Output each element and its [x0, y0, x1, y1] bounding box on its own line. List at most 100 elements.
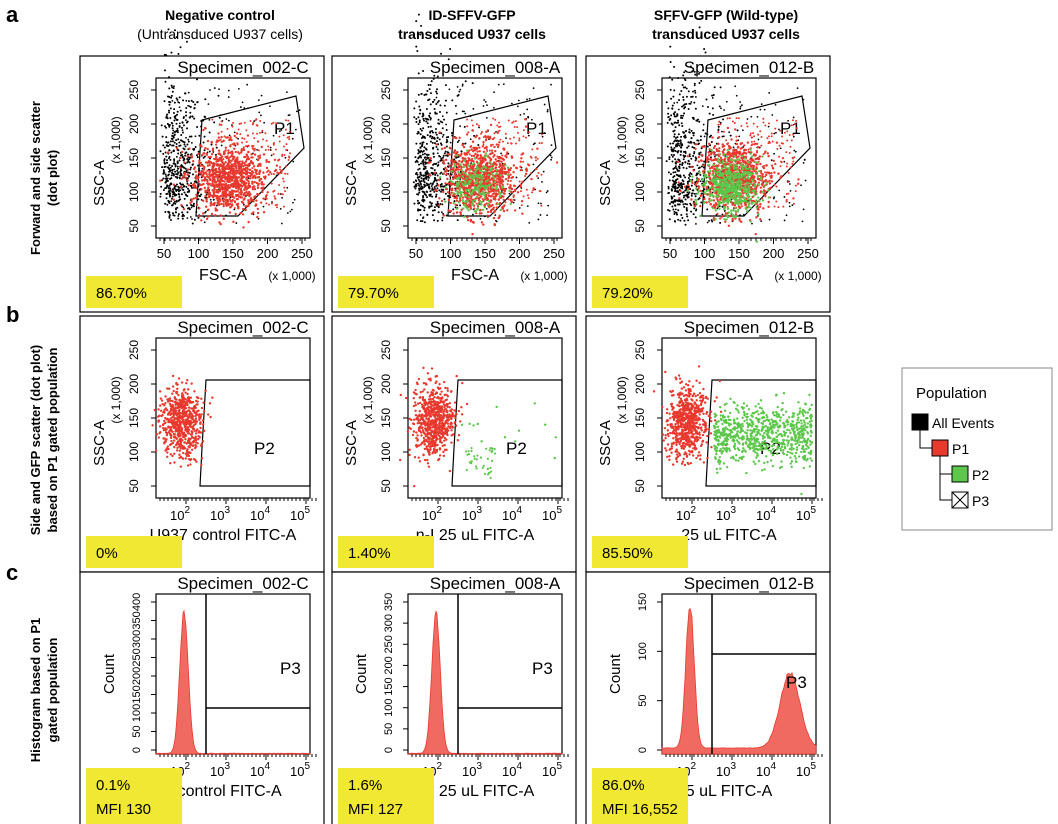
event-point — [251, 180, 254, 184]
event-point — [759, 108, 762, 111]
event-point — [269, 146, 272, 149]
event-point — [170, 197, 173, 200]
event-point — [229, 137, 232, 140]
event-point — [162, 152, 165, 155]
event-point — [218, 174, 222, 177]
event-point — [736, 129, 739, 132]
event-point — [269, 149, 272, 151]
event-point — [419, 182, 422, 185]
event-point — [201, 199, 205, 203]
event-point — [486, 179, 489, 182]
event-point — [686, 146, 689, 149]
event-point — [260, 114, 262, 117]
event-point — [508, 189, 511, 193]
event-point — [173, 158, 176, 161]
event-point — [250, 196, 253, 199]
x-tick-label: 250 — [797, 246, 819, 261]
event-point — [278, 140, 281, 143]
event-point — [421, 190, 424, 193]
event-point — [440, 158, 443, 161]
event-point — [425, 194, 428, 197]
event-point — [521, 180, 524, 183]
event-point — [672, 150, 675, 153]
event-point — [476, 150, 479, 153]
event-point — [251, 188, 255, 191]
event-point — [222, 217, 225, 221]
event-point — [432, 155, 435, 158]
event-point — [186, 182, 189, 185]
event-point — [444, 200, 447, 203]
event-point — [693, 204, 697, 208]
event-point — [708, 172, 711, 175]
event-point — [686, 195, 689, 198]
event-point — [697, 198, 700, 201]
event-point — [167, 200, 170, 203]
x-tick-label: 200 — [257, 246, 279, 261]
x-tick-label: 100 — [440, 246, 462, 261]
event-point — [478, 146, 481, 149]
event-point — [527, 131, 530, 134]
event-point — [692, 189, 695, 192]
event-point — [700, 201, 703, 204]
event-point — [435, 102, 438, 105]
event-point — [555, 161, 559, 164]
event-point — [193, 180, 196, 183]
event-point — [719, 217, 722, 220]
event-point — [475, 178, 479, 182]
event-point — [193, 166, 197, 169]
event-point — [442, 159, 445, 162]
event-point — [465, 133, 469, 136]
event-point — [674, 165, 677, 168]
event-point — [441, 115, 444, 118]
event-point — [491, 183, 495, 186]
event-point — [435, 145, 438, 148]
event-point — [456, 192, 459, 196]
event-point — [172, 144, 175, 147]
event-point — [680, 144, 683, 147]
event-point — [522, 135, 525, 138]
event-point — [430, 185, 433, 188]
event-point — [472, 188, 476, 191]
event-point — [492, 175, 495, 178]
event-point — [677, 108, 680, 111]
event-point — [504, 132, 507, 135]
event-point — [512, 171, 515, 174]
event-point — [788, 205, 791, 208]
event-point — [265, 170, 268, 173]
event-point — [175, 122, 178, 125]
event-point — [256, 140, 260, 143]
event-point — [523, 112, 525, 115]
event-point — [495, 219, 497, 222]
event-point — [535, 167, 538, 170]
event-point — [493, 91, 495, 94]
event-point — [169, 17, 172, 20]
event-point — [695, 143, 698, 146]
event-point — [415, 20, 418, 23]
event-point — [471, 203, 475, 207]
event-point — [480, 203, 483, 206]
event-point — [468, 188, 471, 191]
event-point — [422, 136, 425, 139]
event-point — [692, 118, 695, 121]
event-point — [536, 157, 539, 160]
event-point — [464, 112, 467, 115]
event-point — [497, 125, 500, 128]
event-point — [435, 112, 438, 115]
event-point — [218, 221, 221, 224]
event-point — [429, 92, 432, 95]
event-point — [458, 90, 461, 93]
event-point — [215, 163, 218, 166]
event-point — [512, 198, 515, 201]
event-point — [419, 133, 422, 136]
event-point — [480, 170, 484, 173]
event-point — [497, 198, 500, 201]
event-point — [452, 136, 455, 140]
event-point — [249, 119, 252, 122]
event-point — [673, 212, 676, 215]
event-point — [432, 163, 435, 166]
event-point — [680, 141, 682, 144]
event-point — [263, 153, 266, 156]
event-point — [181, 126, 184, 129]
event-point — [423, 119, 426, 122]
event-point — [243, 176, 246, 179]
